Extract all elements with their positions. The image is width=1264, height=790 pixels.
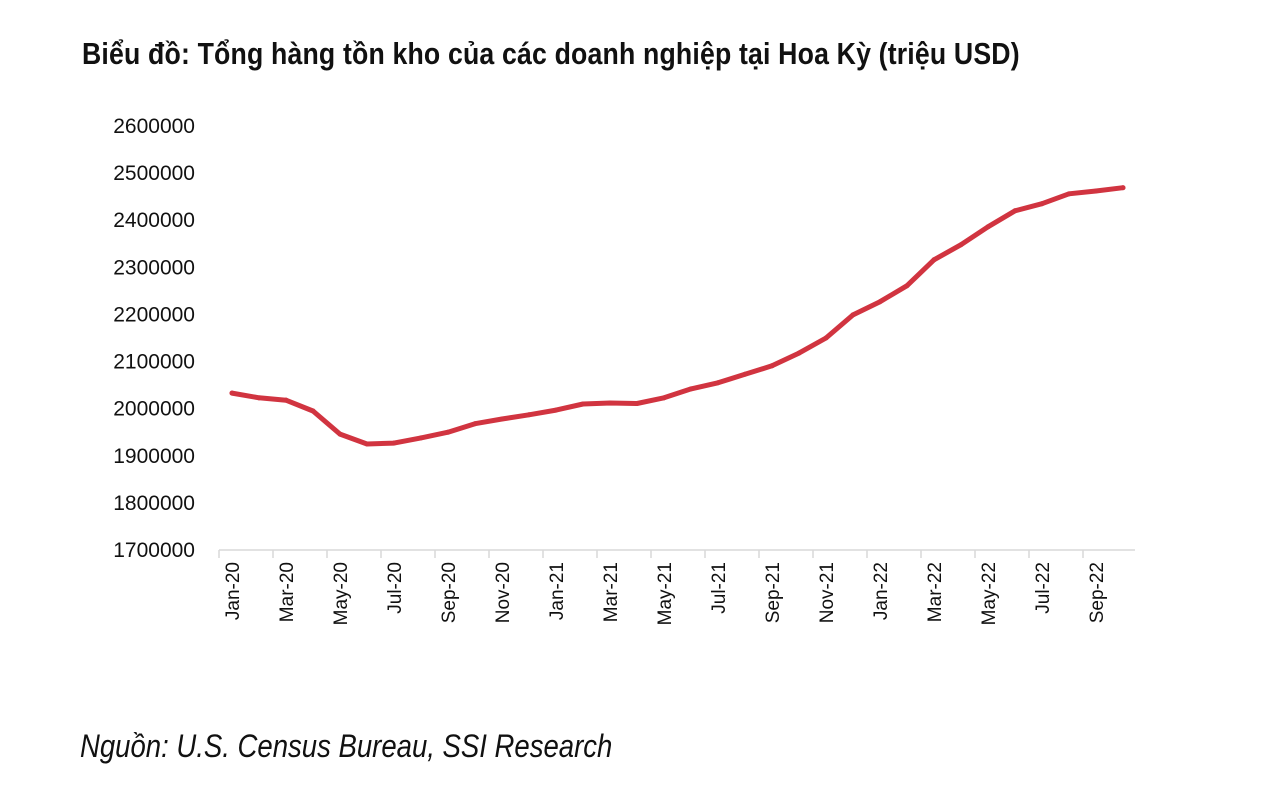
data-point	[526, 412, 532, 418]
x-tick-label: Jul-21	[709, 562, 730, 614]
data-point	[1066, 191, 1072, 197]
data-point	[742, 371, 748, 377]
x-tick-label: Jul-20	[385, 562, 406, 614]
y-tick-label: 1900000	[113, 445, 195, 468]
x-tick-label: Nov-21	[817, 562, 838, 623]
data-point	[1093, 188, 1099, 194]
y-tick-label: 2300000	[113, 256, 195, 279]
data-point	[310, 408, 316, 414]
x-tick-label: Sep-21	[763, 562, 784, 623]
x-tick-label: May-21	[655, 562, 676, 625]
y-tick-label: 2000000	[113, 398, 195, 421]
data-point	[1039, 201, 1045, 207]
x-tick-label: Jan-21	[547, 562, 568, 620]
data-point	[337, 431, 343, 437]
y-tick-label: 1800000	[113, 492, 195, 515]
chart-title: Biểu đồ: Tổng hàng tồn kho của các doanh…	[82, 36, 1020, 71]
x-tick-label: Sep-20	[439, 562, 460, 623]
data-point	[580, 401, 586, 407]
y-tick-label: 2100000	[113, 351, 195, 374]
x-tick-label: Jul-22	[1033, 562, 1054, 614]
y-tick-label: 1700000	[113, 539, 195, 562]
y-tick-label: 2200000	[113, 303, 195, 326]
x-tick-label: Mar-20	[277, 562, 298, 622]
x-tick-label: Jan-20	[223, 562, 244, 620]
data-point	[796, 350, 802, 356]
x-tick-label: Jan-22	[871, 562, 892, 620]
data-point	[553, 407, 559, 413]
data-point	[769, 363, 775, 369]
x-tick-label: Mar-21	[601, 562, 622, 622]
data-point	[1120, 185, 1126, 191]
x-tick-label: May-20	[331, 562, 352, 625]
data-point	[931, 257, 937, 263]
y-tick-label: 2600000	[113, 115, 195, 138]
data-point	[715, 380, 721, 386]
data-point	[877, 299, 883, 305]
data-point	[499, 416, 505, 422]
x-tick-label: Sep-22	[1087, 562, 1108, 623]
data-point	[364, 441, 370, 447]
data-point	[904, 283, 910, 289]
data-point	[958, 242, 964, 248]
data-point	[823, 335, 829, 341]
data-point	[256, 395, 262, 401]
data-point	[607, 400, 613, 406]
data-point	[850, 312, 856, 318]
data-point	[661, 395, 667, 401]
data-point	[1012, 208, 1018, 214]
data-point	[229, 390, 235, 396]
data-point	[688, 386, 694, 392]
series-line	[229, 185, 1126, 447]
x-tick-label: Mar-22	[925, 562, 946, 622]
data-point	[418, 435, 424, 441]
data-point	[634, 400, 640, 406]
data-point	[985, 224, 991, 230]
data-point	[472, 421, 478, 427]
y-tick-label: 2500000	[113, 162, 195, 185]
data-point	[391, 440, 397, 446]
x-tick-label: Nov-20	[493, 562, 514, 623]
source-note: Nguồn: U.S. Census Bureau, SSI Research	[80, 728, 613, 764]
data-point	[283, 397, 289, 403]
data-point	[445, 429, 451, 435]
y-tick-label: 2400000	[113, 209, 195, 232]
x-tick-label: May-22	[979, 562, 1000, 625]
